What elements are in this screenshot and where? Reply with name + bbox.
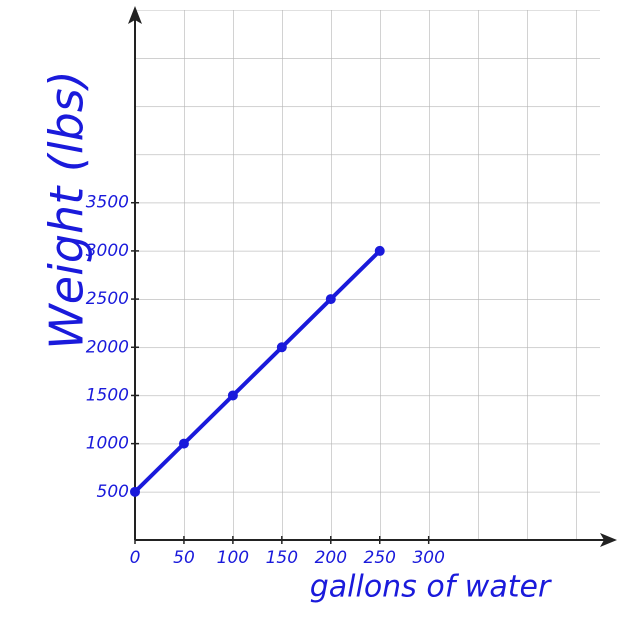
y-tick-label: 3000 <box>86 241 129 261</box>
x-tick-label: 150 <box>266 548 298 568</box>
x-tick-label: 200 <box>315 548 347 568</box>
y-tick-label: 2500 <box>86 289 129 309</box>
x-tick-label: 250 <box>364 548 396 568</box>
y-tick-label: 3500 <box>86 193 129 213</box>
graph-paper <box>135 10 600 540</box>
chart: gallons of water Weight (lbs) 0501001502… <box>0 0 617 621</box>
data-point <box>277 342 287 352</box>
y-tick-label: 1500 <box>86 385 129 405</box>
data-point <box>375 246 385 256</box>
data-point <box>179 439 189 449</box>
x-tick-label: 300 <box>412 548 444 568</box>
data-point <box>228 390 238 400</box>
y-tick-label: 2000 <box>86 337 129 357</box>
x-tick-label: 0 <box>130 548 141 568</box>
x-tick-label: 50 <box>173 548 195 568</box>
x-tick-label: 100 <box>217 548 249 568</box>
data-point <box>130 487 140 497</box>
x-axis-label: gallons of water <box>310 570 552 605</box>
y-tick-label: 500 <box>97 482 129 502</box>
data-point <box>326 294 336 304</box>
y-tick-label: 1000 <box>86 434 129 454</box>
